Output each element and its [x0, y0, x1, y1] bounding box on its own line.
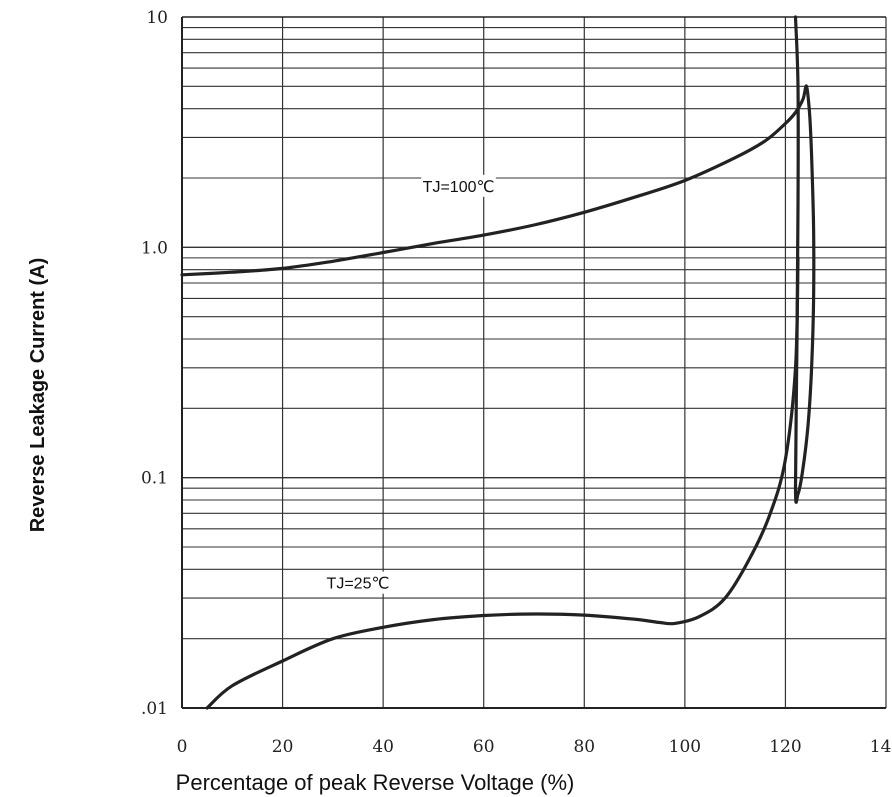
series-label-background — [421, 174, 496, 197]
x-tick-label: 0 — [177, 737, 188, 757]
series-label-background — [325, 571, 391, 594]
y-tick-label: 0.1 — [141, 469, 168, 489]
x-tick-label: 80 — [573, 737, 595, 757]
x-tick-label: 40 — [372, 737, 394, 757]
series-labels: TJ=100℃ TJ=25℃ — [325, 174, 496, 594]
series-line-tj-25 — [205, 256, 800, 710]
series-label-tj-25: TJ=25℃ — [327, 576, 390, 593]
x-axis-title: Percentage of peak Reverse Voltage (%) — [176, 770, 575, 795]
x-tick-label: 20 — [272, 737, 294, 757]
x-axis-ticks: 0 20 40 60 80 100 120 140 — [177, 737, 892, 757]
y-axis-ticks: .01 0.1 1.0 10 — [141, 8, 168, 719]
x-tick-label: 100 — [669, 737, 701, 757]
plot-frame — [181, 16, 886, 709]
series-label-tj-100: TJ=100℃ — [423, 179, 495, 196]
y-tick-label: .01 — [141, 699, 168, 719]
y-axis-title: Reverse Leakage Current (A) — [27, 258, 49, 533]
x-tick-label: 60 — [473, 737, 495, 757]
series-line-tj-100 — [180, 15, 816, 504]
x-tick-label: 140 — [870, 737, 892, 757]
series-lines — [180, 15, 816, 710]
x-tick-label: 120 — [769, 737, 801, 757]
y-tick-label: 1.0 — [141, 238, 168, 258]
y-tick-label: 10 — [146, 8, 168, 28]
grid — [181, 17, 887, 709]
